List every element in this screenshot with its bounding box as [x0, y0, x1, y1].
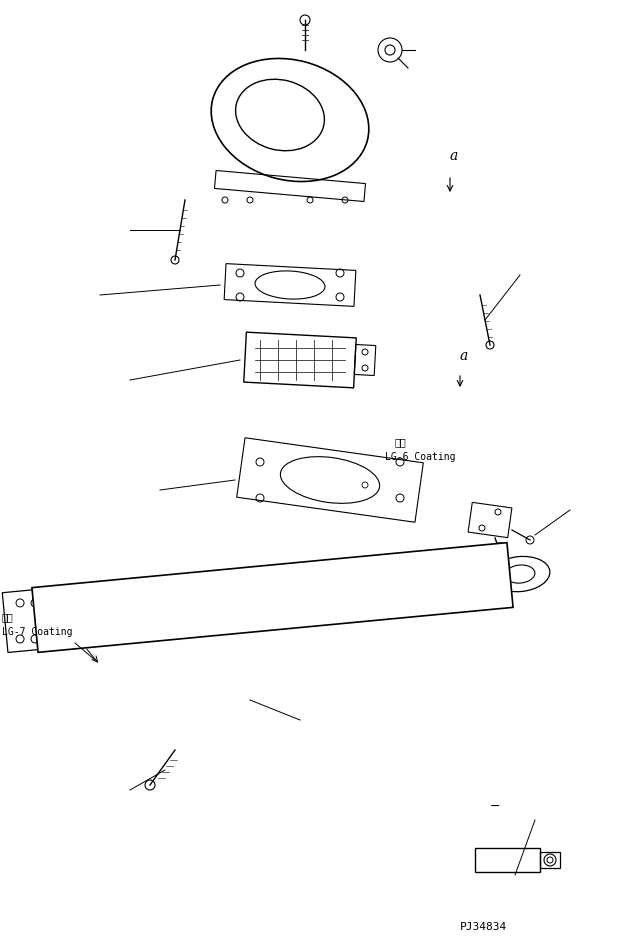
Bar [540, 852, 560, 868]
Text: 塗布: 塗布 [2, 612, 14, 622]
Text: LG-6 Coating: LG-6 Coating [385, 452, 456, 462]
Circle shape [300, 15, 310, 25]
Circle shape [486, 341, 494, 349]
Text: PJ34834: PJ34834 [460, 922, 507, 932]
Text: 塗布: 塗布 [395, 437, 407, 447]
Text: LG-7 Coating: LG-7 Coating [2, 627, 72, 637]
Bar [475, 848, 540, 872]
Polygon shape [32, 542, 513, 652]
Circle shape [171, 256, 179, 264]
Text: −: − [490, 800, 500, 813]
Text: a: a [460, 349, 468, 363]
Text: a: a [450, 149, 458, 163]
